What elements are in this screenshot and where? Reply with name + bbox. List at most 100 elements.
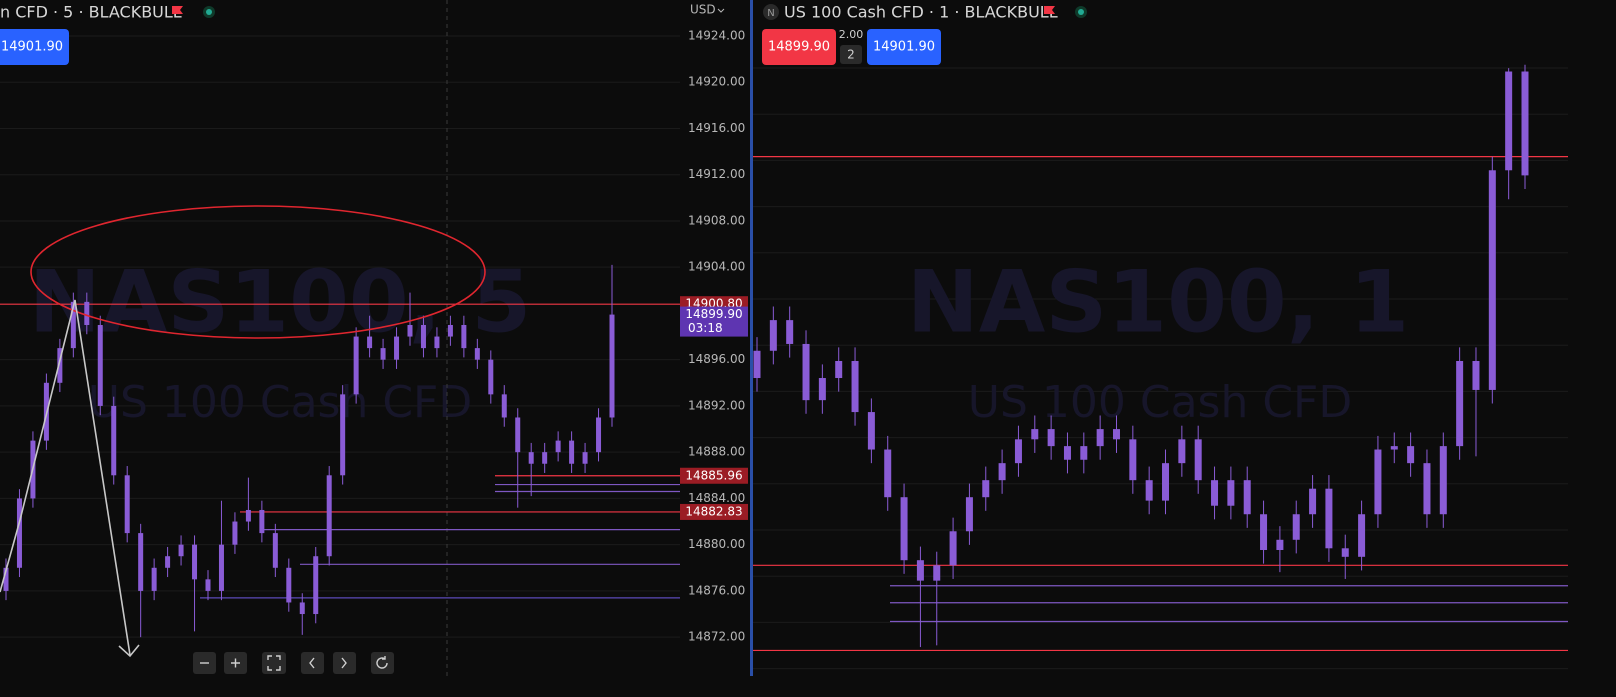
symbol-header: n CFD · 5 · BLACKBULL: [0, 3, 182, 22]
candle-body: [1145, 480, 1153, 501]
sell-button[interactable]: [762, 29, 836, 65]
y-tick-label: 14884.00: [688, 491, 745, 505]
candle-body: [835, 360, 843, 379]
quantity-box[interactable]: [840, 45, 862, 64]
status-dot-inner: [1078, 9, 1084, 15]
symbol-badge-letter: N: [767, 8, 774, 19]
candle-body: [1063, 446, 1071, 460]
flag-icon: [1044, 6, 1055, 14]
candle-body: [1162, 463, 1170, 501]
candle-body: [753, 350, 761, 379]
candle-body: [178, 544, 184, 557]
panel-divider: [750, 0, 753, 676]
candle-body: [447, 324, 453, 337]
candle-body: [1505, 71, 1513, 171]
candle-body: [542, 452, 548, 464]
candle-body: [1358, 514, 1366, 557]
fullscreen-button[interactable]: [262, 652, 286, 674]
status-dot-inner: [206, 9, 212, 15]
candle-body: [286, 567, 292, 603]
buy-button-label: 14901.90: [873, 40, 935, 55]
candle-body: [1211, 480, 1219, 506]
scroll-left-icon: [309, 657, 315, 669]
candle-body: [165, 556, 171, 568]
candle-body: [1178, 439, 1186, 464]
quantity-label: 2: [847, 48, 855, 62]
candle-body: [528, 452, 534, 464]
candle-body: [245, 509, 251, 522]
price-tag-label: 14899.90: [685, 307, 742, 321]
candle-body: [1080, 446, 1088, 460]
watermark-title: NAS100, 5: [29, 252, 531, 352]
y-tick-label: 14876.00: [688, 583, 745, 597]
ellipse-drawing[interactable]: [30, 205, 486, 339]
candle-body: [138, 533, 144, 591]
right-strip: [1568, 0, 1616, 697]
candle-body: [299, 602, 305, 615]
candle-body: [1488, 170, 1496, 390]
candle-body: [555, 440, 561, 453]
symbol-header: US 100 Cash CFD · 1 · BLACKBULL: [784, 3, 1058, 22]
candle-body: [1472, 360, 1480, 390]
countdown-label: 03:18: [688, 321, 723, 335]
candle-body: [420, 324, 426, 349]
candle-body: [769, 320, 777, 351]
candle-body: [515, 417, 521, 453]
candle-body: [407, 324, 413, 337]
candle-body: [1521, 71, 1529, 176]
candle-body: [16, 498, 22, 568]
sell-button-label: 14899.90: [768, 40, 830, 55]
candle-body: [1325, 488, 1333, 549]
candle-body: [867, 412, 875, 450]
scroll-left-button[interactable]: [301, 652, 324, 674]
candle-body: [818, 378, 826, 401]
candle-body: [1047, 429, 1055, 447]
candle-body: [851, 360, 859, 413]
candle-body: [786, 320, 794, 344]
candle-body: [1243, 480, 1251, 515]
currency-label[interactable]: USD: [690, 3, 716, 17]
watermark-subtitle: US 100 Cash CFD: [88, 377, 472, 428]
candle-body: [434, 336, 440, 349]
candle-body: [1292, 514, 1300, 540]
bottom-strip: [0, 676, 1616, 697]
candle-body: [3, 567, 9, 591]
zigzag-drawing[interactable]: [0, 299, 131, 656]
scroll-right-button[interactable]: [333, 652, 356, 674]
candle-body: [474, 348, 480, 360]
candle-body: [1129, 439, 1137, 481]
candle-body: [998, 463, 1006, 481]
y-tick-label: 14924.00: [688, 28, 745, 42]
candle-body: [900, 497, 908, 561]
buy-button[interactable]: [0, 29, 69, 65]
candle-body: [259, 509, 265, 534]
candle-body: [326, 475, 332, 557]
candle-body: [1390, 446, 1398, 450]
fullscreen-icon: [267, 655, 281, 671]
candle-body: [353, 336, 359, 395]
candle-body: [1014, 439, 1022, 464]
candle-body: [488, 359, 494, 395]
candle-body: [1423, 463, 1431, 515]
spread-label: 2.00: [839, 28, 864, 41]
y-tick-label: 14880.00: [688, 537, 745, 551]
candle-body: [232, 521, 238, 545]
candle-body: [367, 336, 373, 349]
candle-body: [1096, 429, 1104, 447]
price-tag: [680, 306, 748, 337]
candle-body: [70, 301, 76, 349]
candle-body: [1407, 446, 1415, 464]
candles-layer: [3, 64, 1529, 648]
candle-body: [1276, 539, 1284, 550]
buy-button[interactable]: [867, 29, 941, 65]
y-tick-label: 14888.00: [688, 445, 745, 459]
reset-button[interactable]: [371, 652, 394, 674]
levels-layer: [0, 156, 1568, 652]
candle-body: [111, 405, 117, 476]
candle-body: [965, 497, 973, 532]
y-tick-label: 14908.00: [688, 213, 745, 227]
y-tick-label: 14872.00: [688, 630, 745, 644]
watermark-subtitle: US 100 Cash CFD: [968, 377, 1352, 428]
